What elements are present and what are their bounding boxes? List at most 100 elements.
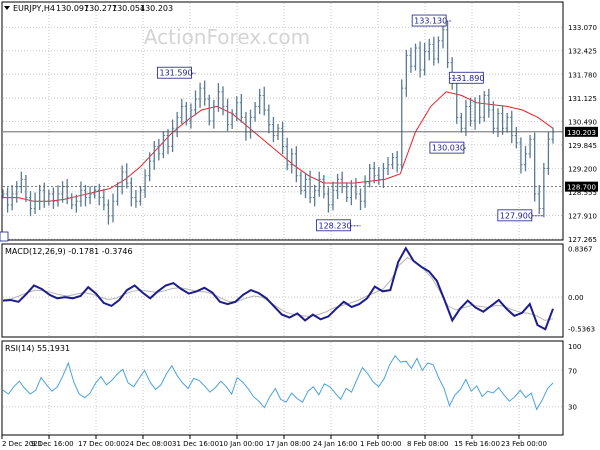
macd-tick-label: 0.00: [568, 294, 584, 302]
rsi-tick-label: 70: [568, 367, 577, 375]
price-bar: [116, 182, 120, 206]
price-bar: [409, 47, 413, 73]
price-bar: [487, 88, 491, 118]
price-bar: [262, 86, 266, 116]
price-bar: [377, 166, 381, 185]
price-bar: [125, 163, 129, 189]
price-bar: [235, 96, 239, 122]
price-bar: [423, 42, 427, 76]
price-bar: [184, 102, 188, 126]
price-annotation-box: [429, 141, 465, 154]
price-bar: [414, 43, 417, 71]
price-tick-label: 132.425: [568, 48, 597, 56]
price-bar: [157, 138, 161, 161]
price-tick-label: 128.555: [568, 189, 597, 197]
price-bar: [180, 98, 184, 124]
price-bar: [239, 93, 243, 123]
price-annotation-text: 131.590: [160, 69, 193, 78]
price-annotation: 128.230: [316, 219, 361, 232]
price-bar: [88, 186, 92, 205]
rsi-panel-frame: [1, 340, 564, 436]
price-bar: [70, 193, 74, 210]
price-bar: [143, 169, 147, 198]
price-bar: [84, 184, 87, 207]
price-bars-layer: [1, 21, 555, 225]
price-bar: [359, 188, 362, 210]
symbol-dropdown-icon[interactable]: [4, 6, 10, 10]
price-annotation: 127.900: [497, 209, 544, 222]
price-bar: [459, 112, 463, 133]
symbol-label: EURJPY,H4: [13, 4, 55, 13]
level-badge-text: 130.203: [567, 129, 596, 137]
price-bar: [33, 192, 37, 215]
price-annotation: 131.590: [157, 66, 196, 79]
rsi-line: [2, 354, 554, 411]
x-tick-label: 24 Dec 08:00: [125, 440, 172, 448]
price-bar: [6, 187, 10, 213]
price-annotation-box: [411, 14, 447, 27]
price-bar: [226, 98, 230, 132]
x-tick-label: 31 Dec 16:00: [172, 440, 219, 448]
price-bar: [47, 189, 51, 206]
price-annotation: 130.030: [429, 141, 466, 154]
price-bar: [510, 110, 514, 144]
macd-panel: 0.8367 0.00 -0.5363 MACD(12,26,9) -0.1781 …: [1, 243, 595, 338]
price-bar: [299, 171, 303, 195]
price-bar: [381, 162, 385, 189]
price-bar: [391, 153, 395, 170]
macd-y-axis: 0.8367 0.00 -0.5363: [568, 245, 595, 333]
price-bar: [491, 101, 495, 134]
price-bar: [267, 104, 271, 134]
price-bar: [294, 146, 298, 183]
price-tick-label: 129.845: [568, 142, 597, 150]
price-bar: [308, 170, 312, 204]
watermark: ActionForex.com: [144, 25, 310, 49]
price-bar: [216, 83, 220, 112]
x-tick-label: 2 Dec 2021: [2, 440, 42, 448]
macd-title: MACD(12,26,9) -0.1781 -0.3746: [5, 247, 133, 256]
price-bar: [418, 41, 422, 78]
price-bar: [285, 137, 289, 171]
price-bar: [542, 162, 546, 218]
price-bar: [194, 90, 197, 116]
x-tick-label: 8 Feb 08:00: [407, 440, 448, 448]
price-bar: [93, 185, 97, 199]
price-bar: [97, 183, 101, 206]
price-annotation-text: 133.130: [414, 17, 447, 26]
price-bar: [148, 152, 152, 182]
price-tick-label: 131.125: [568, 95, 597, 103]
price-tick-label: 129.200: [568, 165, 597, 173]
price-bar: [446, 21, 450, 69]
price-annotation-box: [448, 71, 484, 84]
rsi-panel: 100 70 30 RSI(14) 55.1931: [1, 340, 581, 436]
price-bar: [175, 111, 179, 138]
price-bar: [1, 189, 5, 199]
x-tick-label: 17 Dec 00:00: [78, 440, 125, 448]
price-bar: [404, 49, 408, 97]
price-bar: [473, 97, 477, 130]
price-bar: [10, 185, 14, 211]
rsi-title: RSI(14) 55.1931: [5, 344, 70, 353]
price-bar: [271, 116, 275, 143]
price-bar: [478, 95, 482, 124]
price-bar: [336, 173, 340, 200]
price-bar: [304, 172, 307, 198]
price-bar: [152, 141, 156, 170]
price-bar: [106, 199, 110, 225]
price-annotation-box: [157, 66, 192, 79]
price-bar: [469, 97, 472, 127]
macd-main-line: [2, 246, 554, 331]
price-bar: [519, 137, 523, 174]
price-bar: [441, 23, 445, 49]
price-bar: [171, 119, 175, 152]
price-annotation-edge-box: [0, 231, 9, 242]
price-bar: [313, 184, 317, 207]
price-panel-frame: [1, 1, 564, 241]
price-levels-layer: 128.700 130.203: [3, 126, 598, 192]
price-bar: [368, 164, 372, 188]
macd-lines-layer: [2, 246, 554, 331]
price-annotation-box: [316, 219, 351, 232]
x-tick-label: 15 Feb 16:00: [454, 440, 500, 448]
